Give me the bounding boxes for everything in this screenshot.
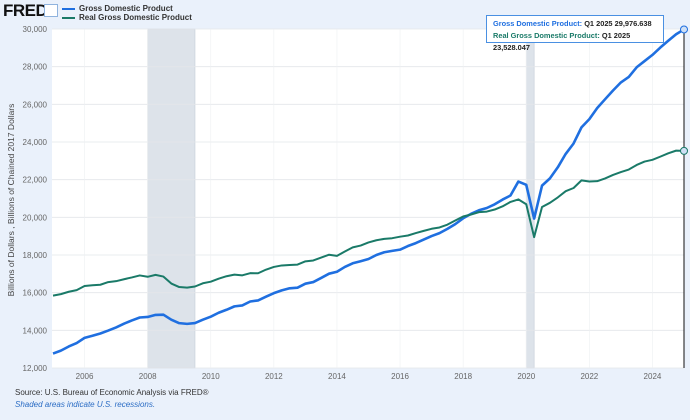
y-tick-label: 18,000 xyxy=(23,251,48,260)
source-text: Source: U.S. Bureau of Economic Analysis… xyxy=(15,388,209,397)
x-tick-label: 2010 xyxy=(202,372,220,381)
chart-icon xyxy=(44,4,58,17)
y-tick-label: 16,000 xyxy=(23,289,48,298)
legend-label-gdp: Gross Domestic Product xyxy=(79,4,173,13)
tooltip-gdp-label: Gross Domestic Product: xyxy=(493,19,583,28)
y-tick-label: 28,000 xyxy=(23,63,48,72)
recession-note: Shaded areas indicate U.S. recessions. xyxy=(15,400,156,409)
y-tick-label: 14,000 xyxy=(23,326,48,335)
y-tick-label: 26,000 xyxy=(23,100,48,109)
legend-item-gdp[interactable]: Gross Domestic Product xyxy=(62,4,173,13)
fred-logo: FRED xyxy=(3,1,48,20)
y-axis-label: Billions of Dollars , Billions of Chaine… xyxy=(6,104,16,297)
hover-point xyxy=(680,146,688,155)
tooltip-real-label: Real Gross Domestic Product: xyxy=(493,31,600,40)
y-tick-label: 22,000 xyxy=(23,176,48,185)
x-tick-label: 2012 xyxy=(265,372,283,381)
tooltip-gdp-value: Q1 2025 29,976.638 xyxy=(584,19,652,28)
series-line-gdp[interactable] xyxy=(52,28,685,355)
x-tick-label: 2014 xyxy=(328,372,346,381)
x-tick-label: 2018 xyxy=(454,372,472,381)
recession-band xyxy=(147,28,196,369)
y-tick-label: 12,000 xyxy=(23,364,48,373)
x-tick-label: 2008 xyxy=(139,372,157,381)
x-tick-label: 2024 xyxy=(644,372,662,381)
hover-point xyxy=(680,25,688,34)
x-tick-label: 2020 xyxy=(517,372,535,381)
legend-swatch-real-gdp xyxy=(62,16,75,19)
x-tick-label: 2016 xyxy=(391,372,409,381)
legend-item-real-gdp[interactable]: Real Gross Domestic Product xyxy=(62,13,192,22)
y-tick-label: 20,000 xyxy=(23,213,48,222)
legend-label-real-gdp: Real Gross Domestic Product xyxy=(79,13,192,22)
y-tick-label: 30,000 xyxy=(23,25,48,34)
x-tick-label: 2006 xyxy=(76,372,94,381)
x-tick-label: 2022 xyxy=(580,372,598,381)
series-line-real-gdp[interactable] xyxy=(52,149,685,297)
tooltip-real-value: Q1 2025 23,528.047 xyxy=(493,31,631,52)
legend-swatch-gdp xyxy=(62,7,75,10)
tooltip: Gross Domestic Product: Q1 2025 29,976.6… xyxy=(486,15,664,52)
y-tick-label: 24,000 xyxy=(23,138,48,147)
